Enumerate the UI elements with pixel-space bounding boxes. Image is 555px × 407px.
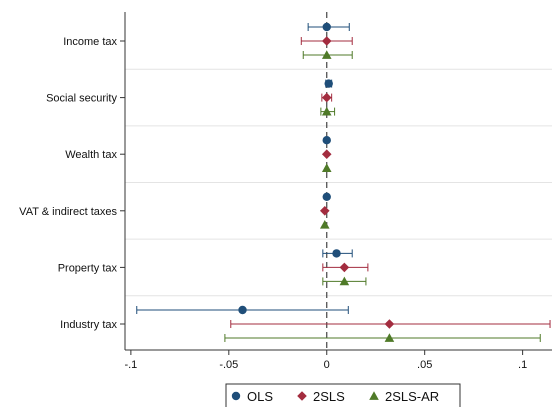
legend: OLS 2SLS 2SLS-AR (225, 383, 461, 407)
x-tick-label: 0 (324, 359, 330, 371)
point-2sls-ar (321, 106, 332, 116)
y-tick-label: Wealth tax (65, 149, 117, 161)
point-ols (322, 192, 331, 201)
point-2sls-ar (339, 276, 350, 286)
legend-label-2sls-ar: 2SLS-AR (385, 389, 439, 404)
point-ols (332, 249, 341, 258)
x-tick-label: -.05 (219, 359, 238, 371)
y-tick-label: VAT & indirect taxes (19, 206, 117, 218)
point-ols (322, 22, 331, 32)
point-2sls (384, 319, 395, 329)
legend-marker-2sls-ar (369, 391, 379, 400)
x-tick-label: .1 (518, 359, 527, 371)
point-2sls (321, 36, 332, 46)
grid-layer (125, 68, 552, 297)
axis-layer: Income tax Social security Wealth tax VAT &… (19, 12, 552, 371)
series-layer (136, 22, 551, 342)
y-tick-label: Industry tax (60, 319, 117, 331)
x-tick-label: .05 (417, 359, 432, 371)
legend-marker-2sls (297, 391, 307, 401)
point-2sls-ar (384, 333, 395, 342)
point-2sls (321, 149, 332, 159)
legend-box (225, 383, 461, 407)
point-2sls (319, 206, 330, 216)
legend-label-ols: OLS (247, 389, 273, 404)
point-2sls (321, 92, 332, 103)
point-ols (322, 136, 331, 145)
point-ols (324, 79, 333, 88)
y-tick-label: Income tax (63, 36, 117, 48)
point-2sls-ar (321, 50, 332, 59)
point-2sls (339, 262, 350, 273)
point-2sls-ar (321, 163, 332, 173)
x-tick-label: -.1 (124, 359, 137, 371)
legend-marker-ols (231, 391, 241, 401)
y-tick-label: Social security (46, 93, 117, 105)
legend-label-2sls: 2SLS (313, 389, 345, 404)
y-tick-label: Property tax (58, 262, 118, 274)
point-ols (238, 305, 247, 315)
point-2sls-ar (319, 220, 330, 229)
